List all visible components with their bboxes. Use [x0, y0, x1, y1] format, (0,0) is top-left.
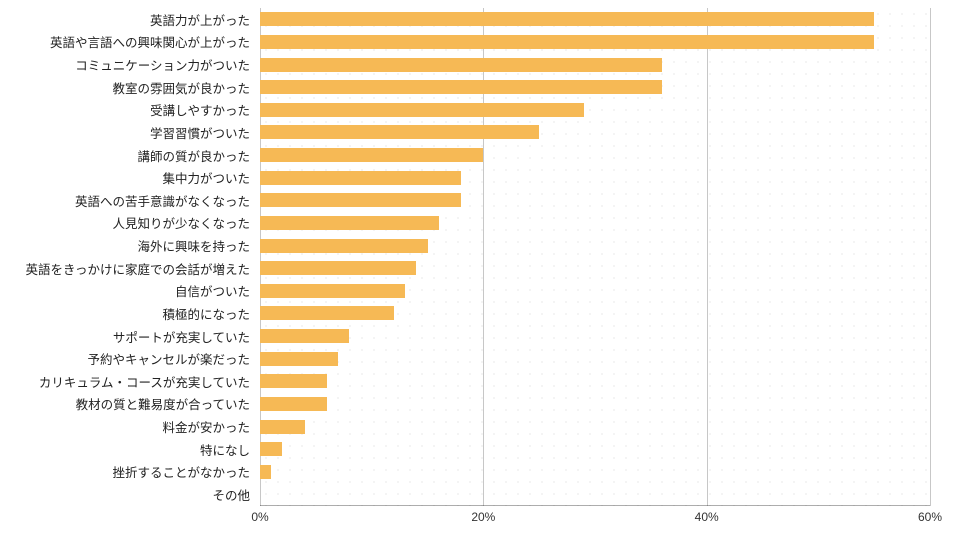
bar	[260, 306, 394, 320]
bar-row	[260, 76, 930, 99]
gridline	[930, 8, 931, 506]
category-label: 講師の質が良かった	[0, 144, 260, 167]
bar-row	[260, 8, 930, 31]
category-label: コミュニケーション力がついた	[0, 53, 260, 76]
category-label: 集中力がついた	[0, 166, 260, 189]
x-tick-label: 60%	[918, 510, 942, 524]
bar-row	[260, 461, 930, 484]
bar	[260, 12, 874, 26]
bar-row	[260, 144, 930, 167]
bar-row	[260, 166, 930, 189]
bar-row	[260, 347, 930, 370]
bar-row	[260, 53, 930, 76]
bar-row	[260, 280, 930, 303]
category-label: サポートが充実していた	[0, 325, 260, 348]
bar-row	[260, 121, 930, 144]
bar	[260, 329, 349, 343]
bar	[260, 216, 439, 230]
bar	[260, 239, 428, 253]
x-tick-label: 40%	[695, 510, 719, 524]
category-label: 英語や言語への興味関心が上がった	[0, 31, 260, 54]
bar	[260, 193, 461, 207]
survey-bar-chart: 英語力が上がった英語や言語への興味関心が上がったコミュニケーション力がついた教室…	[0, 8, 960, 532]
category-label: カリキュラム・コースが充実していた	[0, 370, 260, 393]
category-label: 積極的になった	[0, 302, 260, 325]
bar-row	[260, 257, 930, 280]
bar-row	[260, 189, 930, 212]
category-label: 人見知りが少なくなった	[0, 212, 260, 235]
bar-row	[260, 415, 930, 438]
bar	[260, 397, 327, 411]
x-axis-baseline	[260, 505, 930, 506]
category-label: 受講しやすかった	[0, 99, 260, 122]
bar	[260, 35, 874, 49]
category-label: 海外に興味を持った	[0, 234, 260, 257]
category-label: 挫折することがなかった	[0, 461, 260, 484]
category-label: その他	[0, 483, 260, 506]
bar-row	[260, 370, 930, 393]
bar	[260, 374, 327, 388]
bar	[260, 125, 539, 139]
bar	[260, 58, 662, 72]
bar	[260, 171, 461, 185]
x-axis-ticks: 0%20%40%60%	[260, 510, 930, 530]
plot-area	[260, 8, 930, 506]
bar	[260, 148, 483, 162]
bar-row	[260, 31, 930, 54]
y-axis-labels: 英語力が上がった英語や言語への興味関心が上がったコミュニケーション力がついた教室…	[0, 8, 260, 506]
bar-row	[260, 212, 930, 235]
x-tick-label: 0%	[251, 510, 268, 524]
category-label: 自信がついた	[0, 280, 260, 303]
bar	[260, 420, 305, 434]
bar-row	[260, 483, 930, 506]
category-label: 学習習慣がついた	[0, 121, 260, 144]
bar-row	[260, 438, 930, 461]
category-label: 特になし	[0, 438, 260, 461]
bar	[260, 465, 271, 479]
bar	[260, 80, 662, 94]
bar-row	[260, 99, 930, 122]
category-label: 英語をきっかけに家庭での会話が増えた	[0, 257, 260, 280]
x-tick-label: 20%	[471, 510, 495, 524]
bar	[260, 103, 584, 117]
bar-row	[260, 302, 930, 325]
bar-rows	[260, 8, 930, 506]
bar	[260, 442, 282, 456]
category-label: 英語力が上がった	[0, 8, 260, 31]
category-label: 料金が安かった	[0, 415, 260, 438]
category-label: 教室の雰囲気が良かった	[0, 76, 260, 99]
bar-row	[260, 325, 930, 348]
category-label: 予約やキャンセルが楽だった	[0, 347, 260, 370]
bar	[260, 284, 405, 298]
bar-row	[260, 393, 930, 416]
bar-row	[260, 234, 930, 257]
category-label: 教材の質と難易度が合っていた	[0, 393, 260, 416]
bar	[260, 352, 338, 366]
category-label: 英語への苦手意識がなくなった	[0, 189, 260, 212]
bar	[260, 261, 416, 275]
